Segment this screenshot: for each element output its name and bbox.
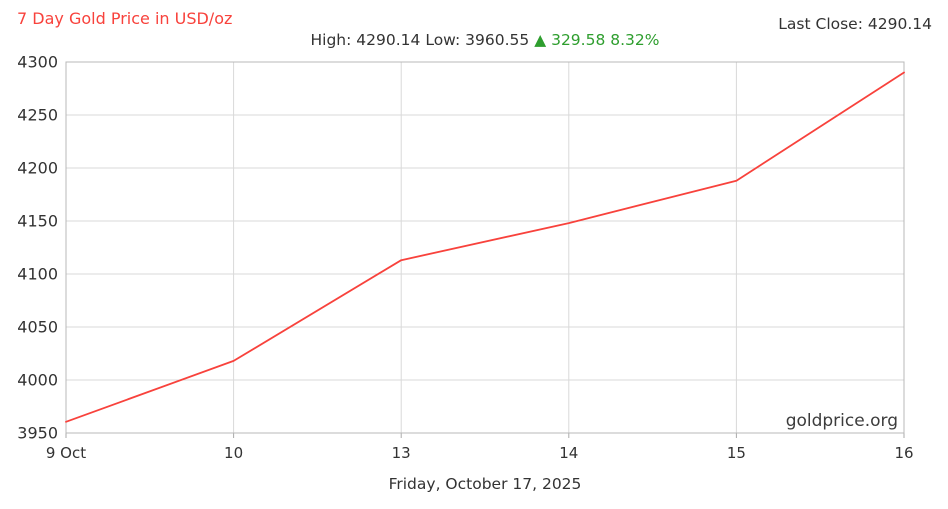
- x-axis-title-date: Friday, October 17, 2025: [388, 475, 582, 493]
- x-axis-tick-label: 14: [559, 444, 578, 462]
- price-line-series: [65, 71, 905, 423]
- change-percent: 8.32%: [610, 31, 660, 49]
- high-low-stats: High: 4290.14 Low: 3960.55 ▲ 329.58 8.32…: [66, 31, 904, 49]
- low-value: 3960.55: [465, 31, 530, 49]
- y-axis-tick-label: 4050: [17, 318, 58, 337]
- y-axis-tick-label: 4300: [17, 53, 58, 72]
- y-axis-tick-label: 3950: [17, 424, 58, 443]
- x-axis-tick-label: 16: [894, 444, 913, 462]
- last-close-value: 4290.14: [867, 15, 932, 33]
- last-close: Last Close: 4290.14: [778, 15, 932, 33]
- chart-title: 7 Day Gold Price in USD/oz: [17, 9, 233, 28]
- x-axis-tick-label: 9 Oct: [46, 444, 86, 462]
- last-close-label: Last Close:: [778, 15, 863, 33]
- y-axis-tick-label: 4100: [17, 265, 58, 284]
- watermark: goldprice.org: [785, 411, 898, 431]
- x-axis-tick-label: 15: [727, 444, 746, 462]
- x-axis-tick-label: 13: [392, 444, 411, 462]
- up-arrow-icon: ▲: [534, 31, 547, 49]
- y-axis-tick-label: 4000: [17, 371, 58, 390]
- plot-border: [65, 61, 905, 434]
- y-axis-tick-label: 4250: [17, 106, 58, 125]
- x-axis-tick-label: 10: [224, 444, 243, 462]
- high-value: 4290.14: [356, 31, 421, 49]
- high-label: High:: [310, 31, 352, 49]
- y-axis-tick-label: 4150: [17, 212, 58, 231]
- change-value: 329.58: [551, 31, 606, 49]
- low-label: Low:: [425, 31, 461, 49]
- y-axis-tick-label: 4200: [17, 159, 58, 178]
